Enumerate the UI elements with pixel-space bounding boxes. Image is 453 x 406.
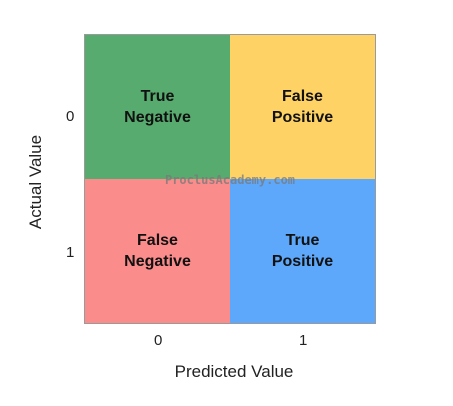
cell-true-positive: True Positive xyxy=(230,179,375,323)
cell-label-line2: Positive xyxy=(271,109,334,126)
cell-false-negative: False Negative xyxy=(85,179,230,323)
cell-true-negative: True Negative xyxy=(85,35,230,179)
y-tick-1: 1 xyxy=(66,244,75,261)
x-axis-label: Predicted Value xyxy=(174,362,294,381)
y-axis-label: Actual Value xyxy=(26,134,45,230)
cell-label-line2: Negative xyxy=(124,109,191,126)
cell-label-line1: False xyxy=(137,232,178,249)
confusion-matrix: True Negative False Positive False Negat… xyxy=(84,34,376,324)
cell-label-line1: False xyxy=(282,88,323,105)
cell-label-line2: Negative xyxy=(124,253,191,270)
x-tick-1: 1 xyxy=(299,332,308,349)
y-tick-0: 0 xyxy=(66,108,75,125)
cell-label-line1: True xyxy=(140,88,175,105)
x-tick-0: 0 xyxy=(154,332,163,349)
cell-label-line1: True xyxy=(285,232,320,249)
cell-false-positive: False Positive xyxy=(230,35,375,179)
watermark: ProclusAcademy.com xyxy=(164,173,296,187)
cell-label-line2: Positive xyxy=(271,253,334,270)
